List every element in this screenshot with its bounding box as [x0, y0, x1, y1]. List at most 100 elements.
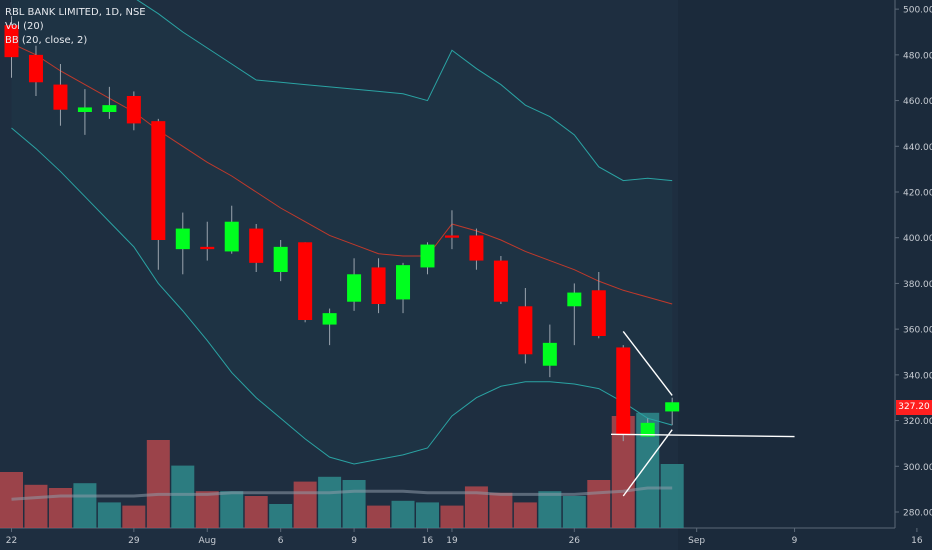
volume-bar — [440, 505, 464, 528]
volume-ma-line — [11, 486, 673, 501]
candle-up — [102, 105, 117, 112]
bollinger-lower-line — [11, 127, 673, 465]
legend-bollinger[interactable]: BB (20, close, 2) — [5, 35, 88, 46]
candle-down — [126, 96, 141, 124]
candle-up — [347, 274, 362, 302]
volume-bar — [489, 492, 513, 528]
candle-down — [4, 25, 19, 58]
candle-up — [224, 221, 239, 252]
volume-bar — [391, 500, 415, 528]
candle-down — [53, 84, 68, 110]
history-area — [0, 0, 678, 550]
price-tick-label: 360.00 — [903, 326, 932, 336]
trendlines — [611, 331, 795, 497]
volume-bar — [513, 502, 537, 528]
price-tick-label: 440.00 — [903, 143, 932, 153]
volume-bar — [73, 483, 97, 528]
volume-bar — [538, 491, 562, 528]
volume-bar — [24, 484, 48, 528]
volume-bar — [636, 412, 660, 528]
candle-up — [322, 313, 337, 325]
candle-down — [616, 347, 631, 435]
volume-bar — [367, 505, 391, 528]
time-tick-label: 29 — [128, 536, 140, 546]
time-tick-label: 26 — [569, 536, 581, 546]
time-axis: 22 29 Aug 6 9 16 19 26 Sep 9 16 — [6, 528, 923, 546]
time-tick-label: 9 — [351, 536, 357, 546]
volume-bar — [97, 502, 121, 528]
price-tick-label: 480.00 — [903, 51, 932, 61]
candle-down — [518, 306, 533, 355]
volume-bar — [146, 440, 170, 528]
volume-bar — [415, 502, 439, 528]
volume-bar — [171, 465, 195, 528]
volume-pane — [0, 412, 684, 528]
volume-bar — [220, 491, 244, 528]
volume-bar — [342, 480, 366, 528]
volume-bar — [244, 496, 268, 528]
volume-bar — [611, 416, 635, 528]
volume-bar — [122, 505, 146, 528]
candle-up — [640, 422, 655, 437]
time-tick-label: 16 — [911, 536, 923, 546]
legend-symbol[interactable]: RBL BANK LIMITED, 1D, NSE — [5, 7, 146, 18]
last-price-tag: 327.20 — [896, 400, 932, 415]
candle-up — [420, 244, 435, 268]
time-tick-label: Sep — [688, 536, 705, 546]
candle-up — [77, 107, 92, 112]
trendline — [622, 429, 673, 497]
price-tick-label: 500.00 — [903, 6, 932, 16]
price-tick-label: 280.00 — [903, 509, 932, 519]
price-tick-label: 420.00 — [903, 189, 932, 199]
price-tick-label: 340.00 — [903, 371, 932, 381]
volume-bar — [318, 476, 342, 528]
volume-bar — [562, 496, 586, 528]
candle-down — [28, 54, 43, 83]
candle-down — [493, 260, 508, 302]
candle-up — [567, 292, 582, 307]
time-tick-label: 19 — [446, 536, 458, 546]
volume-bar — [293, 481, 317, 528]
candle-down — [151, 121, 166, 240]
time-tick-label: 16 — [422, 536, 434, 546]
volume-bar — [587, 480, 611, 528]
candle-down — [298, 242, 313, 320]
candles — [4, 16, 680, 442]
volume-bar — [0, 472, 23, 528]
chart-legend: RBL BANK LIMITED, 1D, NSE Vol (20) BB (2… — [5, 6, 146, 48]
bollinger-basis-line — [11, 42, 673, 305]
volume-bar — [660, 464, 684, 528]
volume-bar — [269, 504, 293, 528]
time-tick-label: 9 — [792, 536, 798, 546]
candle-up — [665, 402, 680, 412]
candle-down — [444, 235, 459, 238]
candle-down — [249, 228, 264, 263]
candle-up — [542, 342, 557, 366]
candle-down — [371, 267, 386, 304]
volume-bar — [48, 488, 72, 528]
price-tick-label: 320.00 — [903, 417, 932, 427]
time-tick-label: 6 — [278, 536, 284, 546]
price-tick-label: 300.00 — [903, 463, 932, 473]
time-tick-label: Aug — [198, 536, 216, 546]
time-tick-label: 22 — [6, 536, 17, 546]
candle-up — [273, 246, 288, 272]
candle-down — [591, 290, 606, 336]
price-tick-label: 380.00 — [903, 280, 932, 290]
trendline — [611, 433, 795, 438]
bollinger-fill — [11, 0, 673, 464]
trendline — [622, 331, 673, 396]
volume-bar — [195, 491, 219, 528]
candle-down — [200, 246, 215, 250]
bollinger-upper-line — [136, 0, 673, 182]
candle-down — [469, 235, 484, 261]
price-tick-label: 400.00 — [903, 234, 932, 244]
candle-up — [396, 265, 411, 300]
volume-bar — [464, 486, 488, 528]
price-axis: 280.00 300.00 320.00 340.00 360.00 380.00 400.… — [895, 6, 932, 519]
legend-volume[interactable]: Vol (20) — [5, 21, 44, 32]
bollinger-bands — [11, 0, 673, 465]
candle-up — [175, 228, 190, 250]
